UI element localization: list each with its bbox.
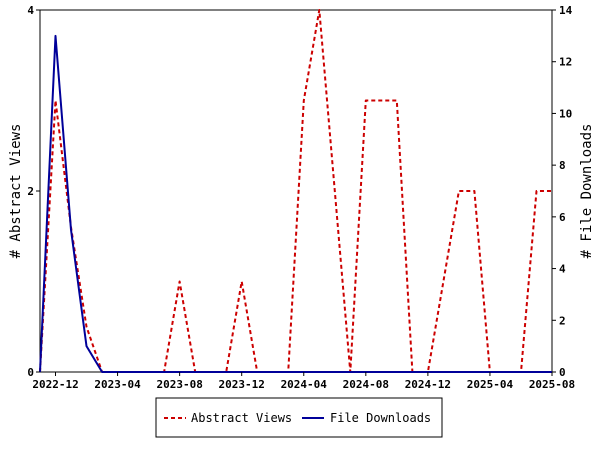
x-axis-ticks: 2022-12 2023-04 2023-08 2023-12 2024-04 2024-… [32, 372, 575, 391]
series-line-file-downloads [39, 34, 552, 373]
series-layer [39, 9, 552, 373]
right-y-tick-label: 10 [559, 107, 572, 120]
right-y-tick-label: 14 [559, 4, 573, 17]
x-tick-label: 2024-04 [281, 378, 328, 391]
x-tick-label: 2023-12 [219, 378, 265, 391]
right-y-tick-label: 2 [559, 314, 566, 327]
left-y-tick-label: 2 [27, 185, 34, 198]
left-y-axis-title: # Abstract Views [8, 124, 24, 259]
x-tick-label: 2022-12 [32, 378, 78, 391]
right-y-axis-ticks: 0 2 4 6 8 10 12 14 [552, 4, 573, 379]
right-y-tick-label: 4 [559, 263, 566, 276]
legend: Abstract Views File Downloads [155, 397, 443, 438]
right-y-tick-label: 6 [559, 211, 566, 224]
x-tick-label: 2023-04 [94, 378, 141, 391]
right-y-tick-label: 12 [559, 56, 572, 69]
legend-label-file-downloads: File Downloads [330, 411, 431, 425]
x-tick-label: 2023-08 [156, 378, 202, 391]
right-y-axis-title: # File Downloads [579, 124, 595, 259]
left-y-tick-label: 0 [27, 366, 34, 379]
left-y-tick-label: 4 [27, 4, 34, 17]
right-y-tick-label: 0 [559, 366, 566, 379]
x-tick-label: 2024-12 [405, 378, 451, 391]
legend-box [155, 397, 443, 438]
left-y-axis-ticks: 0 2 4 [27, 4, 40, 379]
right-y-tick-label: 8 [559, 159, 566, 172]
x-tick-label: 2025-08 [529, 378, 575, 391]
x-tick-label: 2024-08 [343, 378, 389, 391]
series-line-abstract-views [39, 9, 552, 373]
legend-label-abstract-views: Abstract Views [191, 411, 292, 425]
x-tick-label: 2025-04 [467, 378, 514, 391]
